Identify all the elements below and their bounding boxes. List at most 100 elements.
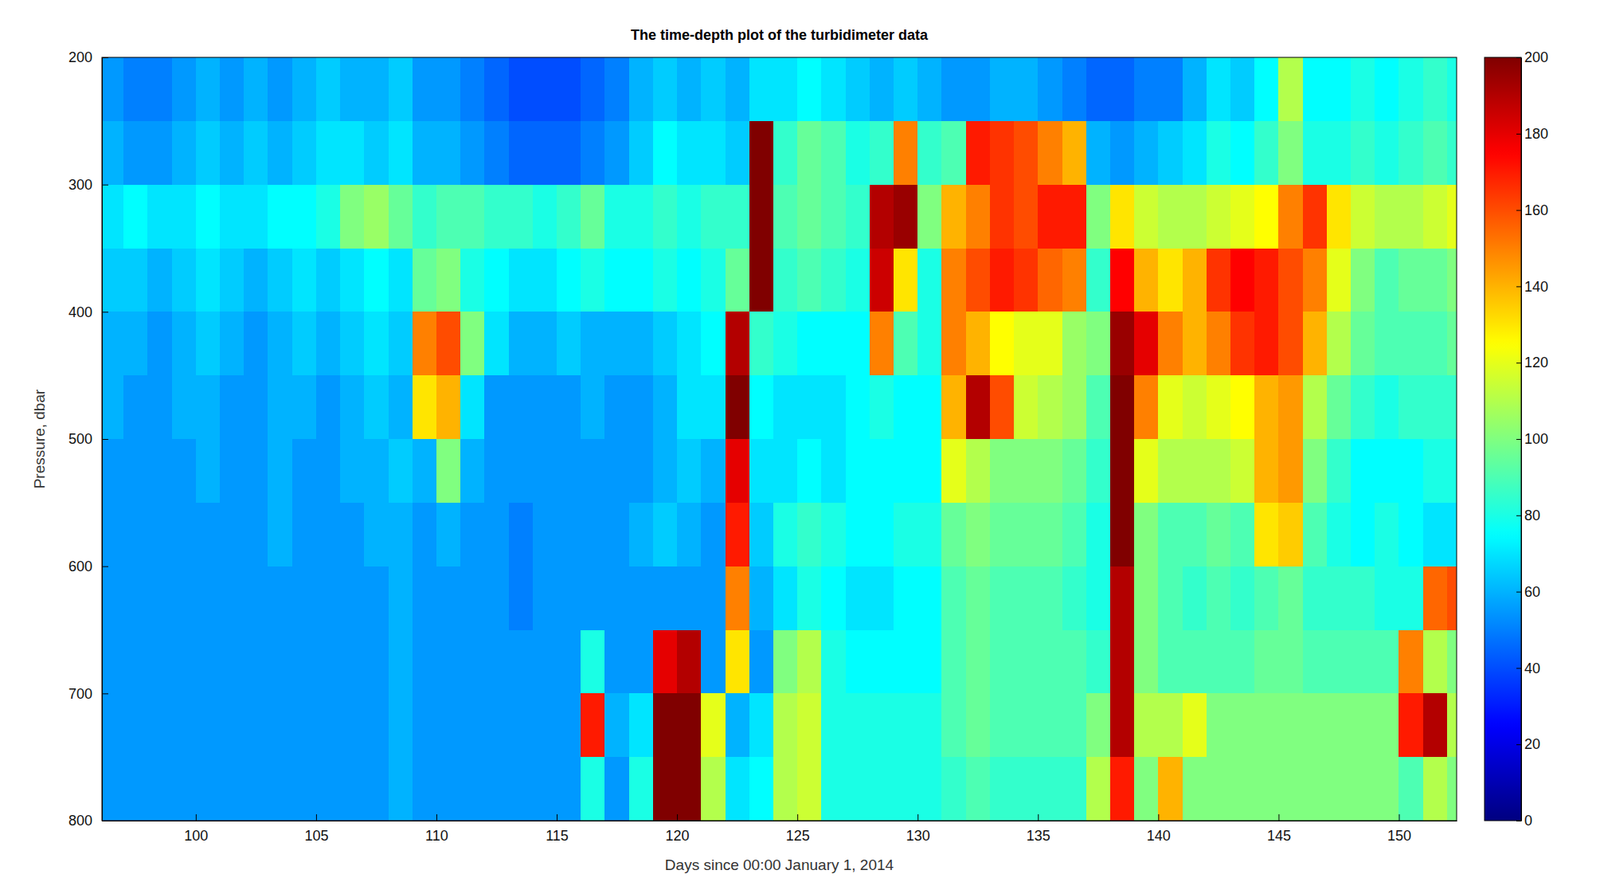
- heatmap-cell: [1423, 184, 1448, 249]
- heatmap-cell: [1037, 121, 1063, 185]
- heatmap-cell: [989, 121, 1015, 185]
- heatmap-cell: [1302, 629, 1328, 694]
- tick-label: 700: [68, 685, 93, 702]
- tick-label: 20: [1524, 735, 1541, 752]
- heatmap-cell: [1037, 57, 1063, 122]
- heatmap-cell: [532, 502, 558, 567]
- heatmap-cell: [653, 311, 678, 376]
- heatmap-cell: [1278, 438, 1303, 503]
- heatmap-cell: [1302, 375, 1328, 439]
- x-axis-title: Days since 00:00 January 1, 2014: [665, 856, 895, 873]
- heatmap-cell: [941, 248, 967, 313]
- heatmap-cell: [1110, 629, 1135, 694]
- heatmap-cell: [1398, 121, 1424, 185]
- heatmap-cell: [412, 311, 438, 376]
- heatmap-cell: [1086, 566, 1112, 630]
- heatmap-cell: [292, 502, 317, 567]
- heatmap-cell: [1157, 692, 1183, 757]
- heatmap-cell: [700, 502, 726, 567]
- heatmap-cell: [388, 629, 414, 694]
- heatmap-cell: [123, 121, 149, 185]
- tick-label: 120: [1524, 354, 1549, 371]
- heatmap-cell: [893, 692, 919, 757]
- heatmap-cell: [484, 692, 509, 757]
- heatmap-cell: [797, 375, 822, 439]
- heatmap-cell: [316, 375, 341, 439]
- heatmap-cell: [1037, 248, 1063, 313]
- heatmap-cell: [147, 502, 173, 567]
- heatmap-cell: [195, 438, 221, 503]
- heatmap-cell: [1398, 566, 1424, 630]
- heatmap-cell: [1278, 57, 1303, 122]
- heatmap-cell: [797, 57, 822, 122]
- heatmap-cell: [363, 184, 389, 249]
- heatmap-cell: [101, 121, 125, 185]
- tick-mark: [101, 692, 109, 694]
- heatmap-cell: [1134, 692, 1159, 757]
- heatmap-cell: [1182, 121, 1208, 185]
- tick-label: 145: [1267, 827, 1291, 844]
- heatmap-cell: [388, 375, 414, 439]
- heatmap-cell: [580, 502, 606, 567]
- heatmap-cell: [219, 756, 245, 821]
- heatmap-cell: [172, 756, 197, 821]
- heatmap-cell: [1447, 311, 1457, 376]
- heatmap-cell: [1423, 692, 1448, 757]
- tick-mark: [1516, 438, 1522, 440]
- heatmap-cell: [1254, 502, 1280, 567]
- heatmap-cell: [1206, 57, 1232, 122]
- heatmap-cell: [749, 692, 775, 757]
- heatmap-cell: [1278, 121, 1303, 185]
- heatmap-cells: [101, 57, 1457, 821]
- heatmap-cell: [460, 692, 486, 757]
- heatmap-cell: [797, 311, 822, 376]
- heatmap-cell: [508, 184, 534, 249]
- tick-mark: [1278, 813, 1280, 821]
- tick-label: 140: [1146, 827, 1171, 844]
- heatmap-cell: [893, 57, 919, 122]
- heatmap-cell: [1447, 121, 1457, 185]
- heatmap-cell: [388, 756, 414, 821]
- heatmap-cell: [460, 566, 486, 630]
- heatmap-cell: [267, 629, 293, 694]
- heatmap-cell: [749, 438, 775, 503]
- heatmap-cell: [1374, 184, 1400, 249]
- heatmap-cell: [1013, 629, 1039, 694]
- heatmap-cell: [147, 57, 173, 122]
- heatmap-cell: [1423, 566, 1448, 630]
- heatmap-cell: [773, 502, 799, 567]
- axis-line: [1521, 58, 1522, 822]
- tick-label: 115: [545, 827, 569, 844]
- heatmap-cell: [845, 184, 871, 249]
- heatmap-cell: [172, 502, 197, 567]
- heatmap-cell: [1278, 756, 1303, 821]
- heatmap-cell: [1157, 375, 1183, 439]
- heatmap-cell: [749, 184, 775, 249]
- heatmap-cell: [1086, 184, 1112, 249]
- heatmap-cell: [1182, 57, 1208, 122]
- heatmap-cell: [436, 756, 462, 821]
- heatmap-cell: [412, 375, 438, 439]
- heatmap-cell: [532, 57, 558, 122]
- heatmap-cell: [460, 438, 486, 503]
- heatmap-cell: [1398, 502, 1424, 567]
- heatmap-cell: [1086, 692, 1112, 757]
- heatmap-cell: [172, 57, 197, 122]
- heatmap-cell: [1157, 57, 1183, 122]
- heatmap-cell: [1062, 629, 1088, 694]
- heatmap-cell: [917, 438, 943, 503]
- heatmap-cell: [1278, 566, 1303, 630]
- heatmap-cell: [941, 438, 967, 503]
- heatmap-cell: [412, 121, 438, 185]
- heatmap-cell: [1110, 692, 1135, 757]
- heatmap-cell: [292, 57, 317, 122]
- heatmap-cell: [1278, 248, 1303, 313]
- heatmap-cell: [436, 121, 462, 185]
- heatmap-cell: [893, 121, 919, 185]
- heatmap-cell: [676, 756, 702, 821]
- heatmap-cell: [845, 756, 871, 821]
- heatmap-cell: [243, 629, 269, 694]
- heatmap-cell: [556, 756, 582, 821]
- heatmap-cell: [1254, 121, 1280, 185]
- heatmap-cell: [1086, 248, 1112, 313]
